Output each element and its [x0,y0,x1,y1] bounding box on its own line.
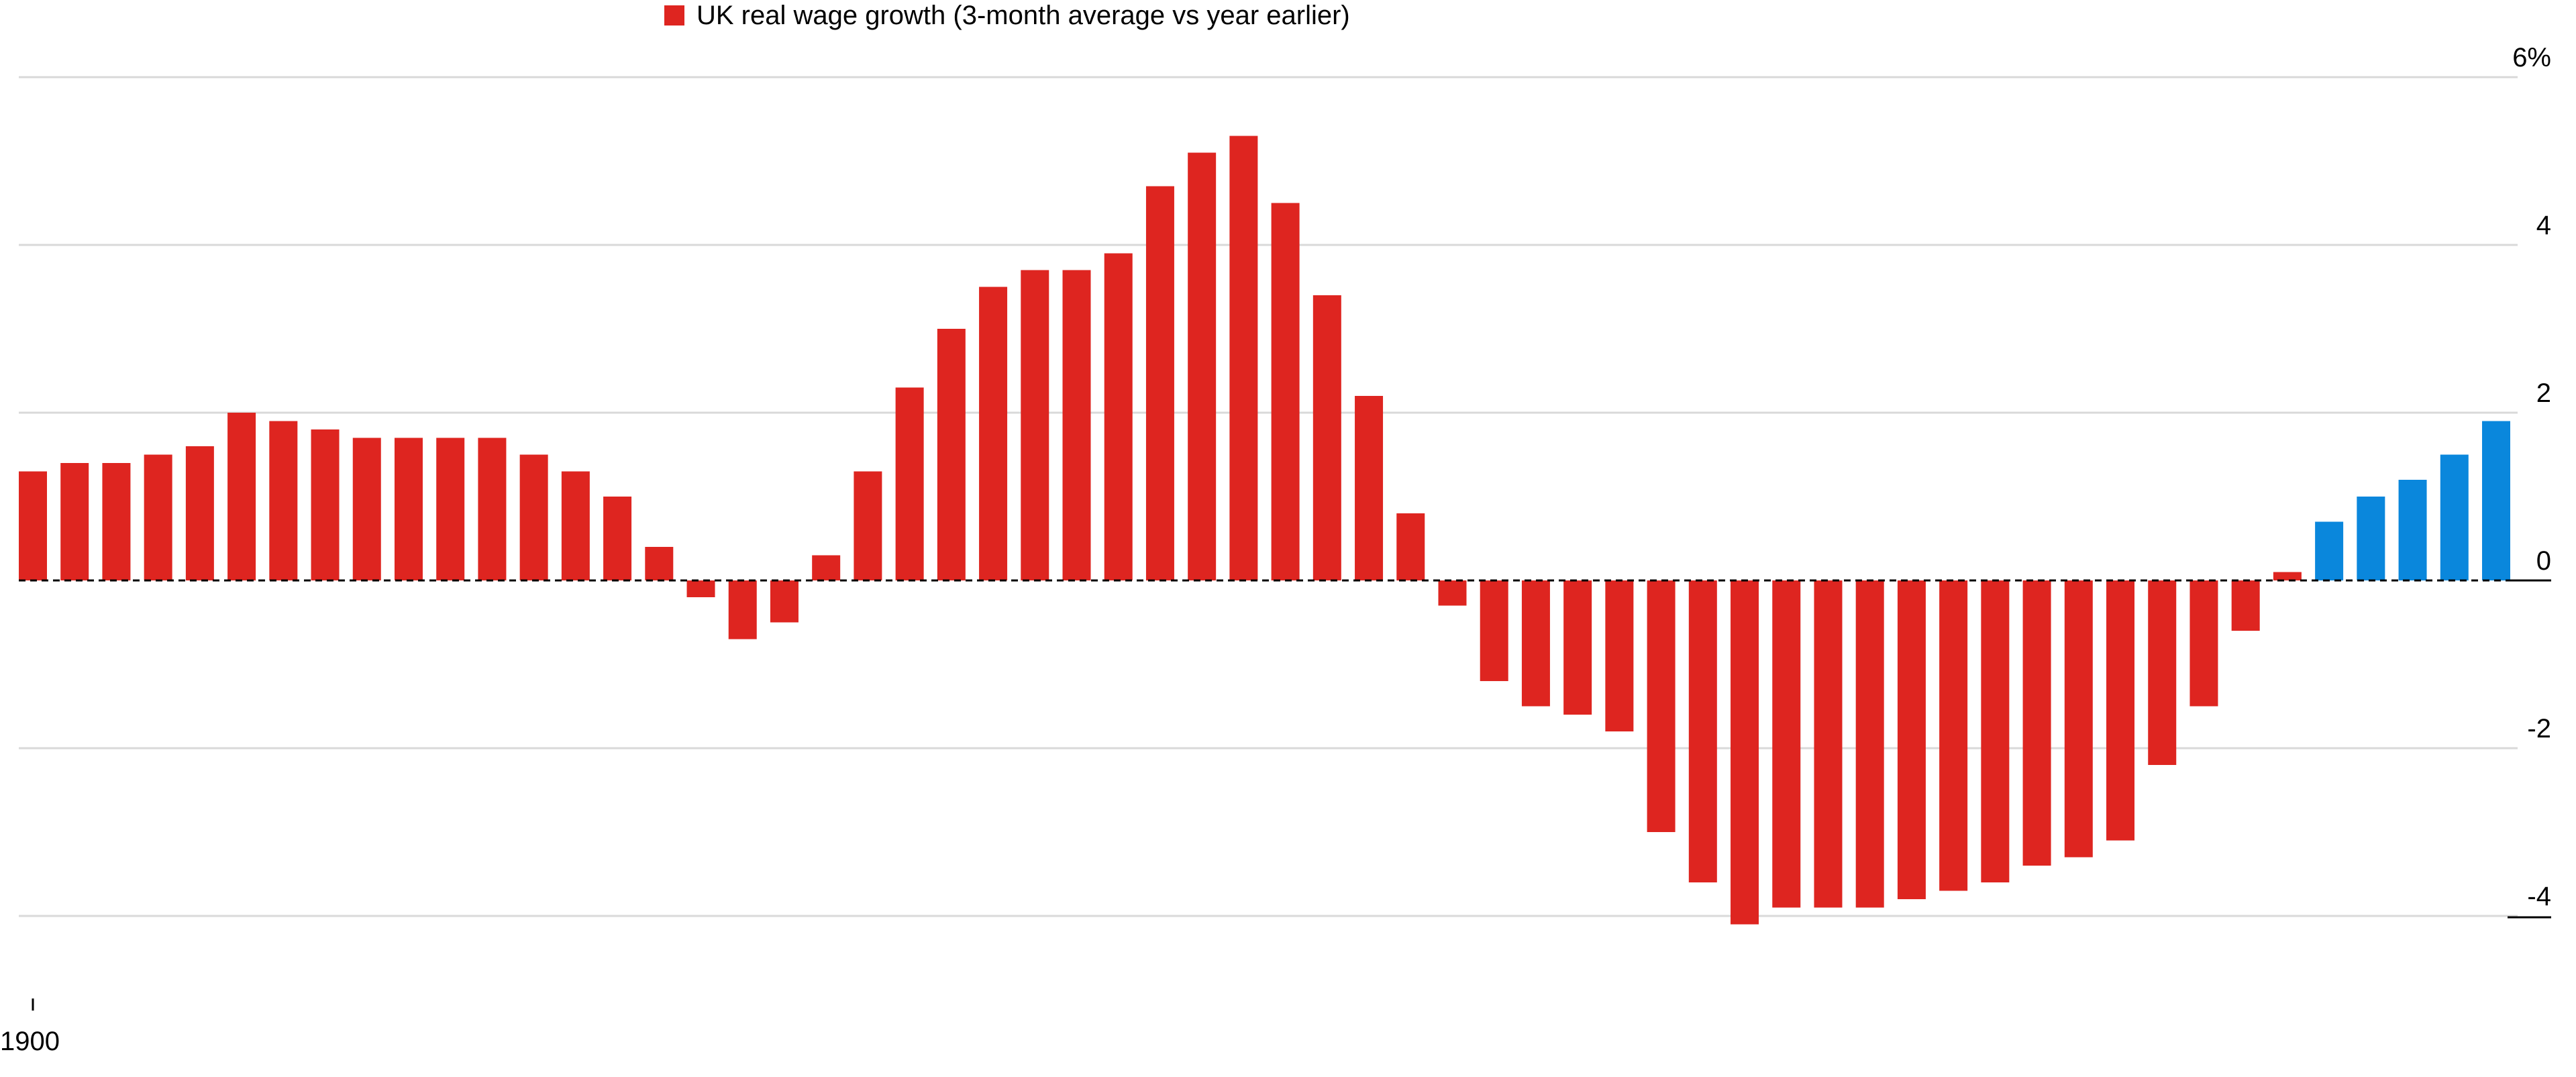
y-tick-label: -2 [2527,714,2551,743]
bar [2022,580,2051,866]
bar [1731,580,1759,925]
bar [352,438,381,580]
legend-swatch [664,5,684,25]
bar [2273,572,2302,580]
bar [603,497,632,580]
bar [60,463,89,580]
bar [2440,454,2469,580]
y-tick-label: 4 [2536,211,2551,240]
y-tick-label: 0 [2536,546,2551,576]
bar [1271,203,1300,580]
bar [227,413,256,580]
legend-label: UK real wage growth (3-month average vs … [697,0,1350,30]
bar [19,471,47,580]
bar [1062,270,1091,580]
bar [2106,580,2135,841]
bar [2148,580,2177,765]
bar [2482,421,2510,580]
bar [812,555,841,580]
bar [1814,580,1843,908]
bar [2315,521,2344,580]
bar [1396,513,1425,580]
bar [1355,396,1384,580]
bar [1981,580,2010,882]
bar [1647,580,1676,832]
bar [269,421,298,580]
bar [2357,497,2385,580]
bar [1563,580,1592,715]
bar [770,580,798,623]
bar [1897,580,1926,899]
bar [1939,580,1968,891]
bar [1521,580,1550,707]
bar [937,329,966,580]
bar [854,471,882,580]
bar [1312,295,1341,580]
bar [2064,580,2093,858]
bar [436,438,465,580]
x-tick-label: 1900 [0,1027,60,1056]
bar [1855,580,1884,908]
bar [478,438,507,580]
bar [1104,253,1133,580]
bar [311,429,340,580]
bar [728,580,757,639]
bar [1688,580,1717,882]
bar [1188,152,1217,580]
bar [2398,480,2427,580]
bar [1480,580,1508,681]
bar [979,287,1008,580]
y-tick-label: 2 [2536,378,2551,408]
bar [686,580,715,597]
bar [645,547,674,580]
bar [1772,580,1801,908]
bar [1021,270,1049,580]
bar [2231,580,2260,631]
y-tick-label: 6% [2512,43,2551,72]
bar [2189,580,2218,707]
bar [185,446,214,580]
bar [1605,580,1634,731]
bar [561,471,590,580]
legend: UK real wage growth (3-month average vs … [664,0,1350,31]
bar [519,454,548,580]
bar [1438,580,1467,606]
bar [394,438,423,580]
y-tick-label: -4 [2527,882,2551,911]
bar [1229,136,1258,580]
bar [102,463,131,580]
bar [1145,186,1174,580]
bar [144,454,172,580]
bar [895,387,924,580]
